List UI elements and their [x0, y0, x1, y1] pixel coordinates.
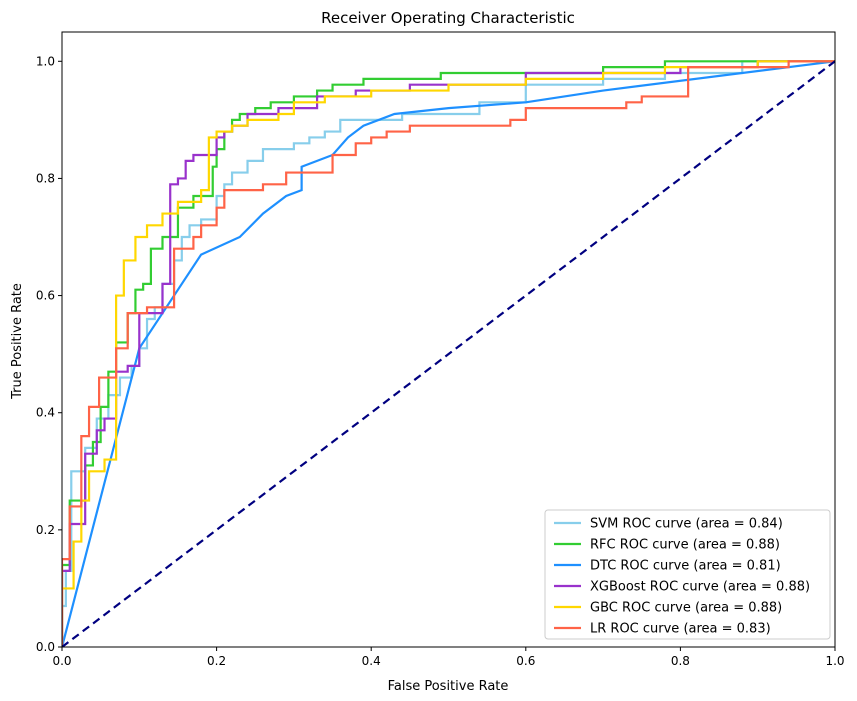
legend-entry-0: SVM ROC curve (area = 0.84)	[590, 517, 783, 532]
x-tick-label: 0.6	[516, 654, 535, 668]
series-line-5	[62, 60, 835, 647]
y-tick-label: 0.8	[36, 171, 55, 185]
x-axis-label: False Positive Rate	[388, 679, 509, 694]
y-tick-label: 0.0	[36, 640, 55, 654]
y-tick-label: 0.6	[36, 289, 55, 303]
x-tick-label: 0.4	[362, 654, 381, 668]
legend-entry-2: DTC ROC curve (area = 0.81)	[590, 559, 781, 574]
y-tick-label: 0.4	[36, 406, 55, 420]
x-tick-label: 0.2	[207, 654, 226, 668]
y-tick-label: 1.0	[36, 54, 55, 68]
series-line-2	[62, 60, 835, 647]
x-tick-label: 0.8	[671, 654, 690, 668]
y-tick-label: 0.2	[36, 523, 55, 537]
series-line-0	[62, 60, 835, 647]
series-line-1	[62, 60, 835, 647]
x-tick-label: 1.0	[825, 654, 844, 668]
legend-box	[544, 509, 831, 640]
x-tick-label: 0.0	[52, 654, 71, 668]
y-axis-label: True Positive Rate	[10, 283, 25, 400]
chance-diagonal-line	[62, 60, 835, 647]
legend-entry-3: XGBoost ROC curve (area = 0.88)	[590, 580, 810, 595]
plot-frame	[61, 31, 836, 648]
legend-entry-5: LR ROC curve (area = 0.83)	[590, 622, 771, 637]
chart-title: Receiver Operating Characteristic	[321, 9, 575, 27]
series-line-3	[62, 60, 835, 647]
series-line-4	[62, 60, 835, 647]
axes: 0.0 0.2 0.4 0.6 0.8 1.0 0.0 0.2 0.4 0.6 0.8 1.0	[36, 31, 845, 668]
legend-entry-1: RFC ROC curve (area = 0.88)	[590, 538, 780, 553]
legend: SVM ROC curve (area = 0.84) RFC ROC curve…	[544, 509, 831, 640]
plot-area	[62, 60, 835, 647]
legend-entry-4: GBC ROC curve (area = 0.88)	[590, 601, 782, 616]
